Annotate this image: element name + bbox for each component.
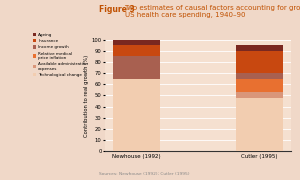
Text: Figure 3: Figure 3 [99,5,135,14]
Text: Two estimates of causal factors accounting for growth in real per capita
US heal: Two estimates of causal factors accounti… [124,5,300,18]
Bar [113,79,160,151]
Bar [236,51,283,73]
Bar [236,98,283,151]
Text: Sources: Newhouse (1992); Cutler (1995): Sources: Newhouse (1992); Cutler (1995) [99,172,190,176]
Bar [113,40,160,45]
Y-axis label: Contribution to real growth (%): Contribution to real growth (%) [84,54,88,136]
Bar [113,56,160,79]
Bar [236,92,283,98]
Bar [236,79,283,92]
Bar [113,45,160,56]
Legend: Ageing, Insurance, Income growth, Relative medical
price inflation, Available ad: Ageing, Insurance, Income growth, Relati… [33,33,88,77]
Bar [236,45,283,51]
Bar [236,73,283,79]
